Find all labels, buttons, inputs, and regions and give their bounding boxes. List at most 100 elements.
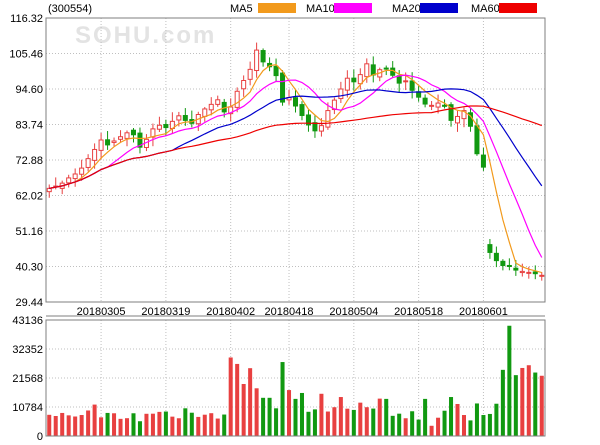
- volume-bar: [79, 415, 84, 436]
- volume-bar: [429, 425, 434, 436]
- candle-body: [409, 80, 415, 91]
- volume-bar: [436, 417, 441, 436]
- volume-bar: [345, 408, 350, 436]
- volume-bar: [358, 402, 363, 436]
- candle-body: [208, 103, 214, 111]
- volume-bar: [228, 357, 233, 436]
- candle-body: [182, 115, 188, 121]
- candle-body: [98, 139, 104, 151]
- candle-body: [273, 65, 279, 77]
- volume-bar: [513, 375, 518, 436]
- volume-bar: [500, 369, 505, 436]
- volume-bar: [99, 417, 104, 436]
- volume-bar: [86, 410, 91, 436]
- volume-bar: [364, 407, 369, 436]
- price-tick-label: 40.30: [15, 262, 43, 274]
- volume-bar: [235, 363, 240, 436]
- volume-bar: [60, 412, 65, 436]
- volume-bar: [241, 383, 246, 436]
- volume-tick-label: 32352: [12, 344, 43, 356]
- candle-body: [526, 271, 532, 274]
- legend-label-ma10: MA10: [306, 3, 335, 15]
- volume-bar: [274, 408, 279, 436]
- candle-body: [403, 80, 409, 83]
- date-tick-label: 20180305: [77, 306, 126, 318]
- candle-body: [480, 154, 486, 168]
- candle-body: [234, 90, 240, 108]
- price-panel-frame: [45, 17, 546, 303]
- grid: [46, 18, 545, 436]
- volume-bar: [390, 415, 395, 436]
- candle-body: [318, 125, 324, 132]
- volume-bar: [163, 411, 168, 436]
- volume-tick-label: 10784: [12, 402, 43, 414]
- candle-body: [338, 88, 344, 100]
- volume-bar: [416, 419, 421, 436]
- volume-bar: [196, 416, 201, 436]
- date-tick-label: 20180504: [329, 306, 378, 318]
- moving-average-lines: [49, 64, 543, 274]
- volume-bar: [449, 397, 454, 436]
- volume-bar: [410, 411, 415, 436]
- volume-bar: [299, 392, 304, 436]
- candle-body: [487, 244, 493, 253]
- candle-body: [305, 114, 311, 126]
- ma10-line: [49, 74, 543, 258]
- candle-body: [331, 99, 337, 111]
- candle-body: [364, 63, 370, 78]
- volume-bar: [533, 372, 538, 436]
- candle-body: [260, 50, 266, 63]
- candle-body: [370, 64, 376, 76]
- candle-body: [111, 140, 117, 143]
- volume-bar: [118, 418, 123, 436]
- watermark-text: SOHU.com: [75, 22, 216, 49]
- candle-body: [292, 97, 299, 107]
- candle-body: [422, 97, 428, 105]
- price-tick-label: 51.16: [15, 226, 43, 238]
- volume-bar: [325, 411, 330, 436]
- price-tick-label: 116.32: [10, 13, 43, 25]
- volume-bar: [215, 418, 220, 436]
- volume-bar: [461, 415, 467, 436]
- volume-bar: [338, 397, 343, 436]
- candle-body: [344, 77, 350, 91]
- volume-bar: [384, 398, 389, 436]
- volume-bar: [47, 414, 52, 436]
- volume-bar: [144, 413, 149, 436]
- volume-bar: [105, 412, 110, 436]
- date-tick-label: 20180319: [141, 306, 190, 318]
- candle-body: [254, 49, 260, 72]
- candle-body: [493, 252, 499, 262]
- volume-bar: [526, 365, 531, 436]
- volume-bar: [170, 416, 175, 436]
- volume-bar: [312, 409, 317, 436]
- candle-body: [72, 173, 78, 180]
- candle-body: [455, 115, 461, 124]
- volume-bar: [202, 414, 207, 436]
- volume-bar: [124, 418, 130, 436]
- candle-body: [66, 177, 72, 184]
- volume-bar: [66, 415, 71, 436]
- volume-bar: [137, 421, 142, 436]
- candle-body: [247, 68, 253, 80]
- volume-tick-label: 43136: [12, 315, 43, 327]
- volume-bar: [92, 404, 97, 436]
- volume-bar: [397, 413, 402, 436]
- price-tick-label: 62.02: [15, 191, 43, 203]
- volume-bar: [403, 418, 408, 436]
- volume-tick-label: 21568: [12, 373, 43, 385]
- volume-bar: [157, 411, 162, 436]
- candle-body: [215, 99, 221, 105]
- volume-bar: [494, 403, 499, 436]
- candle-body: [105, 139, 111, 146]
- axes: 116.32 105.46 94.60 83.74 72.88 62.02 51.16 40.…: [9, 13, 546, 443]
- candle-body: [474, 125, 480, 155]
- legend-swatch-ma5: [258, 3, 296, 13]
- volume-bar: [293, 398, 298, 436]
- volume-bar: [442, 410, 447, 436]
- volume-panel-frame: [45, 319, 546, 437]
- candle-body: [383, 67, 389, 70]
- volume-bar: [377, 398, 382, 436]
